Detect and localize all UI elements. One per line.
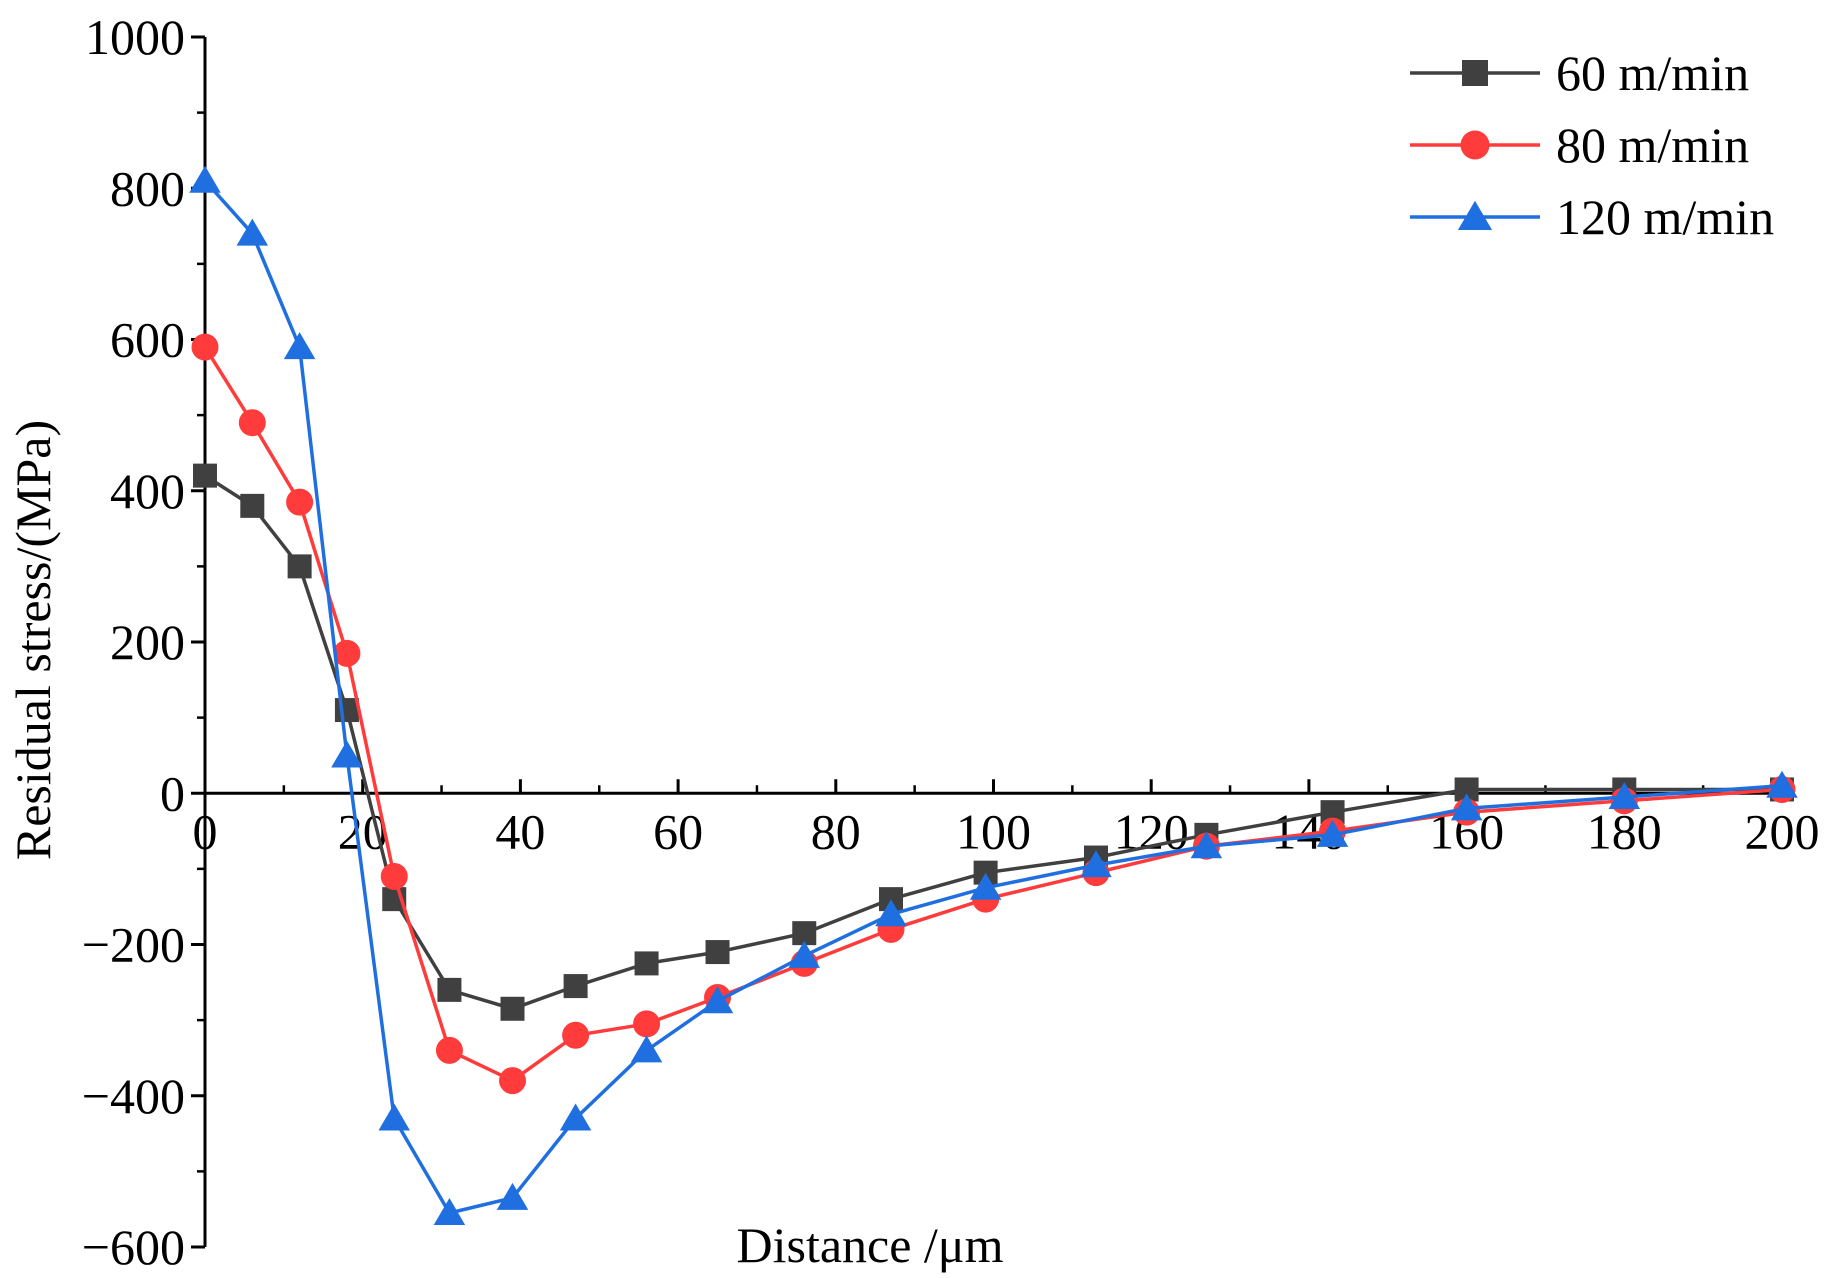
data-point-circle (333, 639, 361, 667)
data-point-triangle (496, 1182, 529, 1210)
data-point-circle (191, 333, 219, 361)
y-axis-title: Residual stress/(MPa) (5, 420, 61, 860)
data-point-triangle (378, 1103, 410, 1131)
legend-marker-circle (1460, 130, 1490, 160)
data-point-circle (380, 862, 408, 890)
data-point-triangle (1190, 831, 1223, 859)
legend-label: 80 m/min (1556, 117, 1749, 173)
legend-label: 60 m/min (1556, 45, 1749, 101)
data-point-triangle (559, 1103, 592, 1131)
data-point-square (500, 996, 525, 1021)
series-2 (191, 333, 1796, 1095)
legend-marker-square (1462, 60, 1488, 86)
series-line (204, 474, 1782, 1011)
data-point-circle (238, 409, 266, 437)
y-tick-label: −200 (82, 917, 185, 973)
series-3 (189, 165, 1798, 1225)
data-point-triangle (630, 1035, 663, 1063)
data-point-triangle (433, 1197, 466, 1225)
x-tick-label: 100 (956, 803, 1031, 859)
legend-item-3: 120 m/min (1410, 189, 1774, 245)
legend-item-2: 80 m/min (1410, 117, 1749, 173)
y-tick-label: 1000 (85, 9, 185, 65)
data-point-circle (562, 1021, 590, 1049)
data-point-triangle (1080, 850, 1112, 878)
data-point-square (563, 974, 588, 999)
y-tick-label: 200 (110, 614, 185, 670)
x-tick-label: 0 (193, 803, 218, 859)
legend: 60 m/min 80 m/min 120 m/min (1410, 45, 1774, 245)
data-point-circle (286, 488, 314, 516)
plot-area (189, 165, 1798, 1225)
data-point-square (634, 951, 659, 976)
data-point-circle (499, 1067, 527, 1095)
y-tick-label: 600 (110, 312, 185, 368)
data-point-triangle (1316, 819, 1349, 847)
legend-marker-triangle (1457, 200, 1493, 230)
x-tick-label: 80 (811, 803, 861, 859)
data-point-square (334, 698, 359, 723)
x-tick-label: 200 (1745, 803, 1820, 859)
data-point-triangle (236, 218, 269, 246)
legend-item-1: 60 m/min (1410, 45, 1749, 101)
data-point-triangle (1766, 770, 1798, 798)
x-tick-label: 60 (653, 803, 703, 859)
data-point-triangle (283, 332, 316, 360)
data-point-triangle (788, 940, 821, 968)
series-1 (193, 463, 1794, 1021)
x-tick-label: 40 (495, 803, 545, 859)
data-point-triangle (1450, 793, 1483, 821)
data-point-circle (633, 1010, 661, 1038)
x-axis-title: Distance /μm (736, 1217, 1003, 1273)
data-point-square (240, 493, 265, 518)
data-point-triangle (875, 899, 907, 927)
data-point-triangle (189, 165, 221, 193)
data-point-triangle (331, 740, 363, 768)
data-point-square (705, 940, 730, 965)
legend-label: 120 m/min (1556, 189, 1774, 245)
data-point-square (287, 554, 312, 579)
data-point-triangle (1608, 782, 1641, 810)
y-tick-label: 800 (110, 160, 185, 216)
data-point-square (437, 977, 462, 1002)
data-point-square (193, 463, 217, 488)
series-line (203, 346, 1783, 1083)
y-tick-label: 0 (160, 765, 185, 821)
y-tick-label: −400 (82, 1068, 185, 1124)
data-point-triangle (969, 872, 1002, 900)
y-tick-label: −600 (82, 1219, 185, 1275)
data-point-triangle (701, 986, 734, 1014)
y-tick-label: 400 (110, 463, 185, 519)
data-point-circle (435, 1036, 463, 1064)
